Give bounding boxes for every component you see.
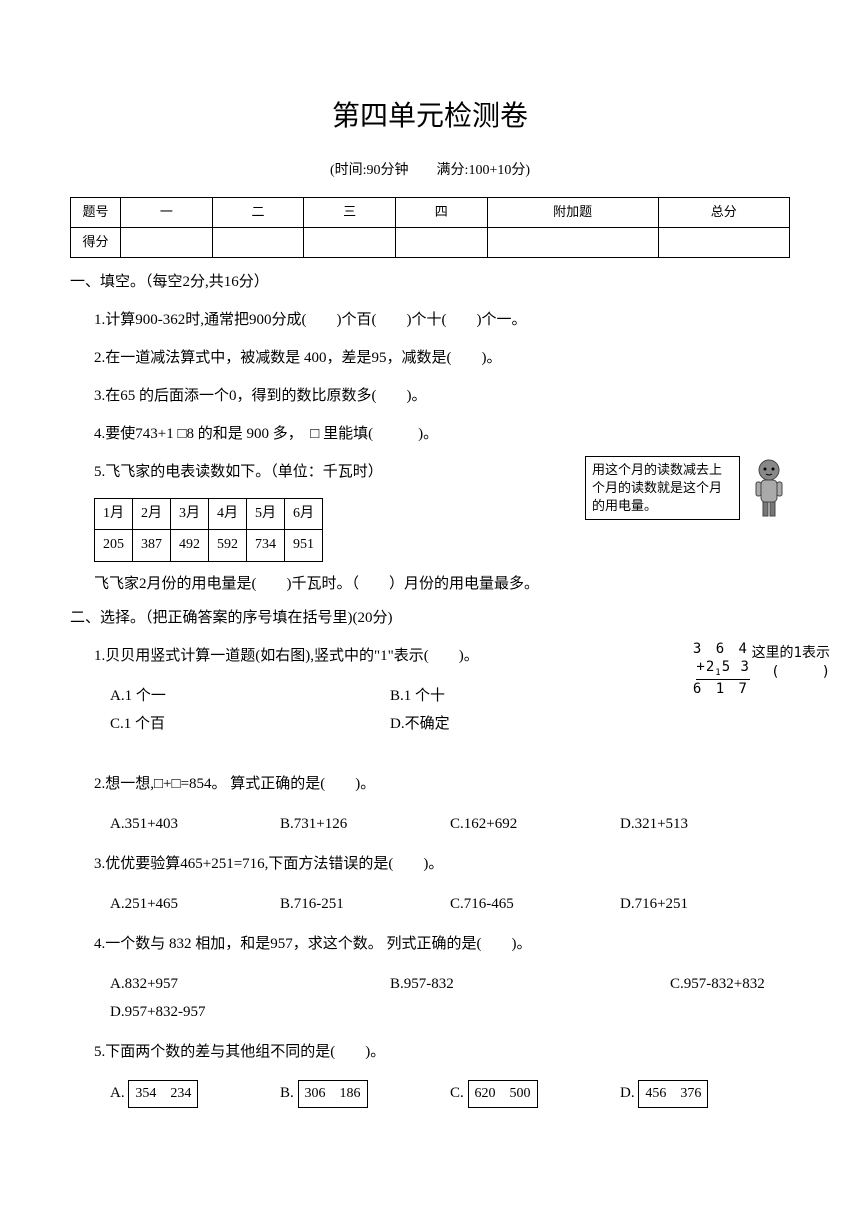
- cell: 三: [304, 198, 396, 228]
- table-row: 1月 2月 3月 4月 5月 6月: [95, 498, 323, 529]
- table-row: 205 387 492 592 734 951: [95, 530, 323, 561]
- option-a: A.832+957: [110, 970, 390, 998]
- option-c: C.162+692: [450, 810, 620, 838]
- page-subtitle: (时间:90分钟 满分:100+10分): [70, 160, 790, 182]
- question-2-1: 1.贝贝用竖式计算一道题(如右图),竖式中的"1"表示( )。: [94, 644, 790, 668]
- cell: 592: [209, 530, 247, 561]
- option-b: B.1 个十: [390, 682, 670, 710]
- option-a: A.251+465: [110, 890, 280, 918]
- cell: 2月: [133, 498, 171, 529]
- page-title: 第四单元检测卷: [70, 95, 790, 140]
- cell: 387: [133, 530, 171, 561]
- cell: 4月: [209, 498, 247, 529]
- option-c: C.957-832+832: [670, 970, 765, 998]
- cell: 205: [95, 530, 133, 561]
- option-d: D.不确定: [390, 710, 670, 738]
- option-c: C.716-465: [450, 890, 620, 918]
- calc-line: 6 1 7: [693, 680, 750, 698]
- cell: 734: [247, 530, 285, 561]
- table-row: 题号 一 二 三 四 附加题 总分: [71, 198, 790, 228]
- cell: 3月: [171, 498, 209, 529]
- cell[interactable]: [304, 227, 396, 257]
- option-c: C. 620 500: [450, 1078, 620, 1110]
- cell: 二: [212, 198, 304, 228]
- cell: 492: [171, 530, 209, 561]
- cell: 附加题: [487, 198, 658, 228]
- option-b: B. 306 186: [280, 1078, 450, 1110]
- cell: 题号: [71, 198, 121, 228]
- option-d: D. 456 376: [620, 1078, 790, 1110]
- option-b: B.731+126: [280, 810, 450, 838]
- option-d: D.957+832-957: [110, 998, 790, 1026]
- option-a: A. 354 234: [110, 1078, 280, 1110]
- cell: 951: [285, 530, 323, 561]
- question-2-5: 5.下面两个数的差与其他组不同的是( )。: [94, 1040, 790, 1064]
- cell: 四: [395, 198, 487, 228]
- cell: 1月: [95, 498, 133, 529]
- question-2-2: 2.想一想,□+□=854。 算式正确的是( )。: [94, 772, 790, 796]
- section-2-header: 二、选择。（把正确答案的序号填在括号里)(20分): [70, 606, 790, 630]
- option-d: D.321+513: [620, 810, 790, 838]
- question-2-3: 3.优优要验算465+251=716,下面方法错误的是( )。: [94, 852, 790, 876]
- question-1-4: 4.要使743+1 □8 的和是 900 多， □ 里能填( )。: [94, 422, 790, 446]
- cell[interactable]: [212, 227, 304, 257]
- option-b: B.716-251: [280, 890, 450, 918]
- cell: 5月: [247, 498, 285, 529]
- calc-note: 这里的1表示 ( ): [715, 644, 830, 683]
- cell[interactable]: [658, 227, 789, 257]
- meter-table: 1月 2月 3月 4月 5月 6月 205 387 492 592 734 95…: [94, 498, 323, 562]
- cell: 总分: [658, 198, 789, 228]
- option-c: C.1 个百: [110, 710, 390, 738]
- vertical-calc: 3 6 4 +215 3 6 1 7 这里的1表示 ( ): [693, 640, 750, 699]
- cell: 一: [121, 198, 213, 228]
- table-row: 得分: [71, 227, 790, 257]
- mc-options: A.832+957 B.957-832 C.957-832+832 D.957+…: [110, 970, 790, 1026]
- question-1-3: 3.在65 的后面添一个0，得到的数比原数多( )。: [94, 384, 790, 408]
- cell[interactable]: [487, 227, 658, 257]
- mc-options: A.251+465 B.716-251 C.716-465 D.716+251: [110, 890, 790, 918]
- mc-options: A.1 个一 B.1 个十 C.1 个百 D.不确定: [110, 682, 790, 738]
- score-table: 题号 一 二 三 四 附加题 总分 得分: [70, 197, 790, 258]
- speech-bubble: 用这个月的读数减去上个月的读数就是这个月的用电量。: [585, 456, 740, 521]
- cell: 得分: [71, 227, 121, 257]
- cell[interactable]: [395, 227, 487, 257]
- question-1-2: 2.在一道减法算式中，被减数是 400，差是95，减数是( )。: [94, 346, 790, 370]
- option-d: D.716+251: [620, 890, 790, 918]
- section-1-header: 一、填空。（每空2分,共16分）: [70, 270, 790, 294]
- option-a: A.351+403: [110, 810, 280, 838]
- option-a: A.1 个一: [110, 682, 390, 710]
- mc-options: A.351+403 B.731+126 C.162+692 D.321+513: [110, 810, 790, 838]
- option-b: B.957-832: [390, 970, 670, 998]
- question-2-4: 4.一个数与 832 相加，和是957，求这个数。 列式正确的是( )。: [94, 932, 790, 956]
- question-1-1: 1.计算900-362时,通常把900分成( )个百( )个十( )个一。: [94, 308, 790, 332]
- question-1-5-follow: 飞飞家2月份的用电量是( )千瓦时。（ ）月份的用电量最多。: [94, 572, 790, 596]
- cell[interactable]: [121, 227, 213, 257]
- cell: 6月: [285, 498, 323, 529]
- avatar-icon: [748, 456, 790, 528]
- mc-options: A. 354 234 B. 306 186 C. 620 500 D. 456 …: [110, 1078, 790, 1110]
